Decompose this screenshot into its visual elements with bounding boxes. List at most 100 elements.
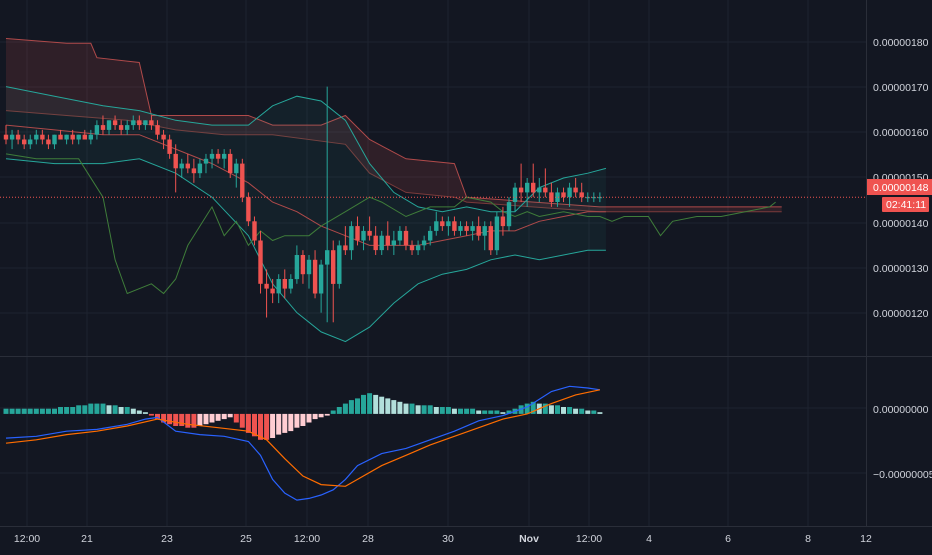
candle-body xyxy=(161,134,166,140)
price-tick: 0.00000130 xyxy=(873,263,929,275)
time-tick: 30 xyxy=(442,533,454,545)
time-axis[interactable]: 12:00 21 23 25 12:00 28 30 Nov 12:00 4 6… xyxy=(14,533,872,545)
candle-body xyxy=(440,221,445,227)
candle-body xyxy=(482,226,487,236)
candle-body xyxy=(518,187,524,193)
candle-body xyxy=(28,139,33,145)
candle-body xyxy=(167,139,172,154)
bb-fill xyxy=(6,86,606,342)
candle-body xyxy=(567,187,572,198)
candle-body xyxy=(191,168,197,174)
cloud-span-a xyxy=(5,38,782,208)
macd-axis[interactable]: 0.00000000 −0.00000005 xyxy=(873,404,932,481)
current-price-label: 0.00000148 xyxy=(867,179,932,195)
candle-body xyxy=(555,192,560,202)
price-tick: 0.00000120 xyxy=(873,308,929,320)
histogram-bar xyxy=(15,408,21,414)
candle-body xyxy=(452,221,457,231)
candle-body xyxy=(76,134,81,140)
histogram-bar xyxy=(445,407,451,414)
countdown-value: 02:41:11 xyxy=(886,199,926,211)
histogram-bar xyxy=(294,413,300,428)
candle-body xyxy=(367,230,372,236)
histogram-bar xyxy=(379,396,385,414)
histogram-bar xyxy=(476,410,482,414)
candle-body xyxy=(131,120,136,126)
candle-body xyxy=(34,134,39,140)
candle-body xyxy=(185,163,190,169)
histogram-bar xyxy=(142,412,148,414)
macd-tick: −0.00000005 xyxy=(873,469,932,481)
candle-body xyxy=(391,240,396,246)
candle-body xyxy=(179,163,184,169)
histogram-bar xyxy=(191,413,197,428)
candle-body xyxy=(82,134,87,140)
time-tick: 12:00 xyxy=(294,533,320,545)
candle-body xyxy=(215,153,221,159)
candle-body xyxy=(246,197,251,222)
candle-body xyxy=(155,125,160,135)
candle-body xyxy=(428,230,433,241)
histogram-bar xyxy=(579,408,585,414)
histogram-bar xyxy=(403,403,409,414)
candle-body xyxy=(318,264,324,294)
signal-line xyxy=(5,389,601,487)
histogram-bar xyxy=(300,413,306,426)
candle-body xyxy=(240,163,245,198)
candle-body xyxy=(300,255,306,275)
histogram-bar xyxy=(70,407,76,414)
time-tick: 28 xyxy=(362,533,374,545)
histogram-bar xyxy=(185,413,191,428)
histogram-bar xyxy=(233,413,239,423)
candle-body xyxy=(88,134,93,140)
candle-body xyxy=(3,134,9,140)
candle-body xyxy=(112,120,118,126)
candle-body xyxy=(252,221,257,241)
candle-body xyxy=(234,163,239,174)
candles[interactable] xyxy=(3,86,603,323)
candle-body xyxy=(494,216,500,251)
candle-body xyxy=(294,255,300,280)
candle-body xyxy=(355,226,360,241)
histogram-bar xyxy=(421,405,427,414)
price-tick: 0.00000160 xyxy=(873,127,929,139)
candle-body xyxy=(264,283,269,289)
histogram-bar xyxy=(397,401,403,414)
candle-body xyxy=(40,134,45,140)
histogram-bar xyxy=(409,403,415,414)
candle-body xyxy=(222,153,227,159)
histogram-bar xyxy=(203,413,209,425)
candle-body xyxy=(58,134,63,140)
candle-body xyxy=(446,221,451,227)
histogram-bar xyxy=(258,413,263,440)
candle-body xyxy=(258,240,263,284)
candle-body xyxy=(561,192,566,198)
candle-body xyxy=(458,226,463,231)
histogram-bar xyxy=(197,413,203,426)
price-tick: 0.00000140 xyxy=(873,218,929,230)
histogram-bar xyxy=(155,413,160,420)
histogram-bar xyxy=(209,413,215,423)
macd-lines xyxy=(5,385,601,501)
histogram-bar xyxy=(458,408,463,414)
candle-body xyxy=(573,187,578,193)
candle-body xyxy=(106,120,112,130)
histogram-bar xyxy=(348,400,354,414)
candle-body xyxy=(397,230,403,241)
histogram-bar xyxy=(173,413,179,426)
histogram-bar xyxy=(136,410,142,414)
candle-body xyxy=(15,134,21,140)
histogram-bar xyxy=(282,413,288,433)
candle-body xyxy=(434,221,439,231)
histogram-bar xyxy=(33,408,39,414)
candle-body xyxy=(361,230,366,241)
candle-body xyxy=(118,125,124,130)
candle-body xyxy=(70,134,75,140)
histogram-bar xyxy=(385,398,391,414)
candle-body xyxy=(349,226,354,251)
histogram-bar xyxy=(88,403,94,414)
candle-body xyxy=(537,187,542,193)
candle-body xyxy=(373,235,378,251)
